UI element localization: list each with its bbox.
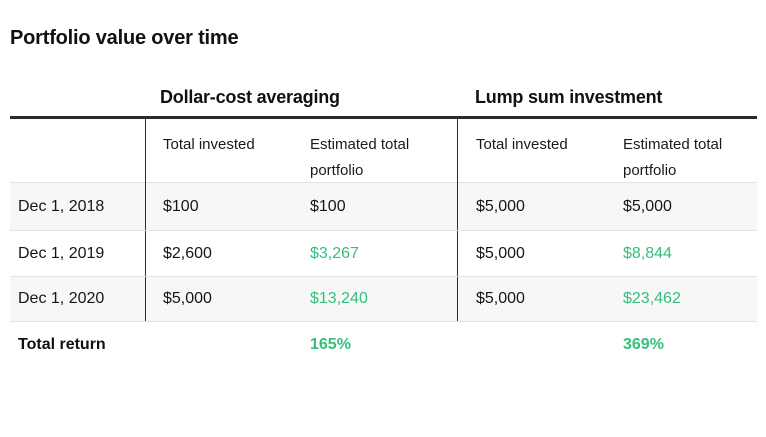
lump-invested-cell: $5,000: [457, 183, 623, 230]
dca-invested-cell: $2,600: [145, 231, 310, 276]
sub-header-date-spacer: [10, 119, 145, 184]
table-body: Total invested Estimated total portfolio…: [10, 116, 757, 368]
lump-total-return-cell: 369%: [623, 336, 664, 353]
table-row: Dec 1, 2019 $2,600 $3,267 $5,000 $8,844: [10, 231, 757, 277]
dca-portfolio-cell: $100: [310, 197, 346, 215]
lump-portfolio-cell: $8,844: [623, 244, 672, 262]
date-cell: Dec 1, 2018: [18, 197, 105, 215]
column-group-header-row: Dollar-cost averaging Lump sum investmen…: [10, 87, 757, 116]
sub-header-label: Estimated total portfolio: [623, 136, 723, 179]
lump-invested-cell: $5,000: [457, 277, 623, 321]
sub-header-label: Estimated total portfolio: [310, 136, 410, 179]
lump-portfolio-cell: $23,462: [623, 290, 681, 307]
sub-header-row: Total invested Estimated total portfolio…: [10, 119, 757, 184]
portfolio-comparison-table: Dollar-cost averaging Lump sum investmen…: [10, 87, 757, 368]
sub-header-label: Total invested: [163, 136, 255, 153]
lump-portfolio-cell: $5,000: [623, 197, 672, 215]
total-return-label-cell: Total return: [18, 336, 106, 353]
dca-portfolio-cell: $3,267: [310, 244, 359, 262]
group-header-lump-sum-investment: Lump sum investment: [475, 87, 663, 107]
dca-total-return-cell: 165%: [310, 336, 351, 353]
table-row: Dec 1, 2018 $100 $100 $5,000 $5,000: [10, 183, 757, 231]
dca-portfolio-cell: $13,240: [310, 290, 368, 307]
sub-header-cell: Total invested: [457, 119, 623, 184]
empty-cell: [145, 322, 310, 368]
date-cell: Dec 1, 2019: [18, 244, 105, 262]
sub-header-cell: Estimated total portfolio: [310, 119, 457, 184]
dca-invested-cell: $5,000: [145, 277, 310, 321]
sub-header-cell: Estimated total portfolio: [623, 119, 757, 184]
total-return-row: Total return 165% 369%: [10, 322, 757, 368]
date-cell: Dec 1, 2020: [18, 290, 105, 307]
lump-invested-cell: $5,000: [457, 231, 623, 276]
dca-invested-cell: $100: [145, 183, 310, 230]
sub-header-cell: Total invested: [145, 119, 310, 184]
sub-header-label: Total invested: [476, 136, 568, 153]
empty-cell: [457, 322, 623, 368]
page-title: Portfolio value over time: [10, 27, 239, 49]
group-header-dollar-cost-averaging: Dollar-cost averaging: [160, 87, 340, 107]
table-row: Dec 1, 2020 $5,000 $13,240 $5,000 $23,46…: [10, 277, 757, 322]
